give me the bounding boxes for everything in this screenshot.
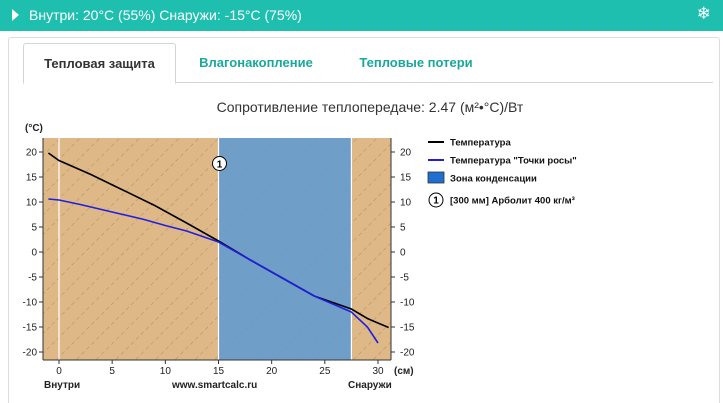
y-tick-label-left: -20 bbox=[23, 348, 38, 359]
y-tick-label-right: -5 bbox=[400, 273, 409, 284]
snowflake-icon[interactable]: ❄ bbox=[696, 4, 711, 24]
layer-marker-number: 1 bbox=[217, 160, 223, 171]
x-tick-label: 25 bbox=[319, 366, 331, 377]
inside-label: Внутри bbox=[44, 380, 80, 391]
legend-label: [300 мм] Арболит 400 кг/м³ bbox=[450, 196, 575, 207]
legend-swatch-box bbox=[427, 171, 445, 184]
condensation-hatch bbox=[218, 138, 352, 360]
legend-label: Температура "Точки росы" bbox=[450, 156, 577, 167]
y-tick-label-left: 20 bbox=[26, 148, 38, 159]
legend-label: Температура bbox=[450, 138, 511, 149]
top-status-bar[interactable]: Внутри: 20°C (55%) Снаружи: -15°C (75%) … bbox=[0, 0, 723, 31]
y-tick-label-right: 20 bbox=[400, 148, 412, 159]
y-tick-label-right: 10 bbox=[400, 198, 412, 209]
website-label: www.smartcalc.ru bbox=[171, 380, 257, 391]
legend-marker-number: 1 bbox=[433, 196, 439, 207]
y-tick-label-right: 5 bbox=[400, 223, 406, 234]
x-tick-label: 30 bbox=[372, 366, 384, 377]
y-tick-label-right: -20 bbox=[400, 348, 415, 359]
tab-moisture-accumulation[interactable]: Влагонакопление bbox=[199, 55, 313, 70]
layer-marker-circle bbox=[212, 156, 227, 171]
chart-title: Сопротивление теплопередаче: 2.47 (м²•°С… bbox=[217, 99, 524, 115]
y-tick-label-left: 15 bbox=[26, 173, 38, 184]
x-tick-label: 10 bbox=[160, 366, 172, 377]
x-tick-label: 0 bbox=[56, 366, 62, 377]
dewpoint-line bbox=[48, 198, 379, 344]
tab-bar: Тепловая защита Влагонакопление Тепловые… bbox=[23, 43, 713, 84]
y-tick-label-right: -10 bbox=[400, 298, 415, 309]
x-tick-label: 20 bbox=[266, 366, 278, 377]
y-axis-unit-label: (°С) bbox=[25, 123, 43, 134]
y-tick-label-left: 0 bbox=[31, 248, 37, 259]
y-tick-label-left: 5 bbox=[31, 223, 37, 234]
legend-label: Зона конденсации bbox=[450, 174, 537, 185]
tab-heat-losses[interactable]: Тепловые потери bbox=[359, 55, 473, 70]
play-icon[interactable] bbox=[12, 9, 19, 21]
outside-label: Снаружи bbox=[348, 380, 392, 391]
tab-thermal-protection[interactable]: Тепловая защита bbox=[23, 43, 176, 84]
x-tick-label: 15 bbox=[213, 366, 225, 377]
temperature-line bbox=[47, 152, 389, 329]
y-tick-label-left: 10 bbox=[26, 198, 38, 209]
y-tick-label-left: -15 bbox=[23, 323, 38, 334]
y-tick-label-right: 15 bbox=[400, 173, 412, 184]
y-tick-label-left: -10 bbox=[23, 298, 38, 309]
y-tick-label-right: 0 bbox=[400, 248, 406, 259]
chart-legend: Температура Температура "Точки росы" Зона … bbox=[427, 138, 577, 208]
x-axis-unit-label: (см) bbox=[394, 366, 414, 377]
y-tick-label-right: -15 bbox=[400, 323, 415, 334]
conditions-title: Внутри: 20°C (55%) Снаружи: -15°C (75%) bbox=[29, 7, 302, 23]
x-tick-label: 5 bbox=[109, 366, 115, 377]
y-tick-label-left: -5 bbox=[28, 273, 37, 284]
legend-marker-circle bbox=[428, 192, 444, 208]
